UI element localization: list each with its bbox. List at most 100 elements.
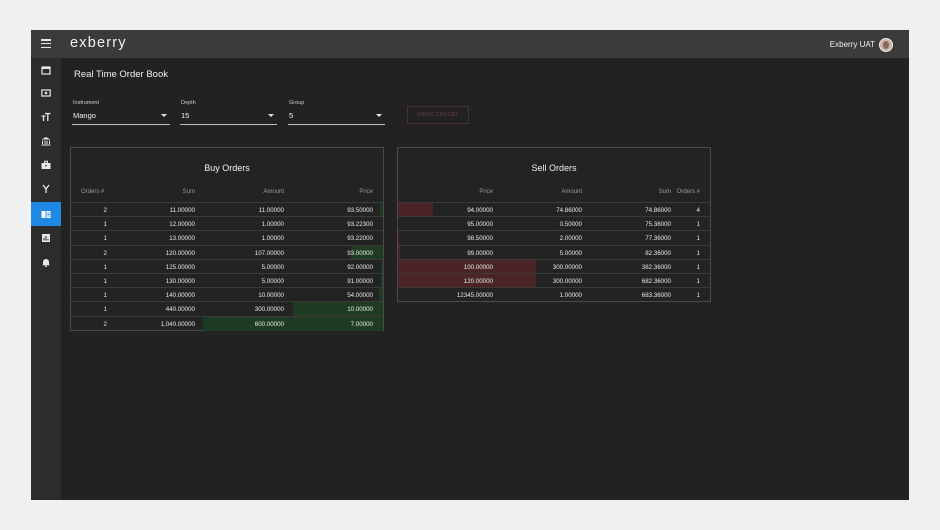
- sell-depth-bar: [398, 231, 399, 246]
- sidebar-item-bank[interactable]: [31, 129, 61, 153]
- buy-order-row[interactable]: 1 13.00000 1.00000 93.22000: [71, 230, 383, 245]
- sidebar-item-briefcase[interactable]: [31, 153, 61, 177]
- sidebar-item-text-size[interactable]: [31, 105, 61, 129]
- sell-cell-orders: 4: [696, 207, 700, 214]
- money-icon: [41, 88, 51, 98]
- buy-order-row[interactable]: 1 140.00000 10.00000 54.00000: [71, 287, 383, 303]
- buy-depth-bar: [380, 203, 383, 218]
- buy-depth-bar: [351, 245, 383, 260]
- sell-depth-bar: [398, 203, 433, 218]
- sell-cell-orders: 1: [696, 249, 700, 257]
- sell-cell-orders: 1: [696, 263, 700, 271]
- sell-order-row[interactable]: 12345.00000 1.00000 683.36000 1: [398, 287, 710, 302]
- sell-header-price: Price: [479, 189, 493, 195]
- calendar-icon: [41, 65, 51, 75]
- buy-cell-orders: 1: [103, 306, 107, 314]
- sell-order-row[interactable]: 94.00000 74.86000 74.86000 4: [398, 202, 710, 218]
- sidebar-item-bell[interactable]: [31, 250, 61, 274]
- sidebar-item-report[interactable]: [31, 226, 61, 250]
- sell-cell-orders: 1: [696, 235, 700, 243]
- sell-cell-amount: 300.00000: [552, 263, 582, 271]
- buy-cell-price: 54.00000: [347, 292, 373, 300]
- user-name[interactable]: Exberry UAT: [829, 40, 875, 49]
- chevron-down-icon: [376, 114, 382, 117]
- buy-cell-price: 93.22300: [347, 221, 373, 229]
- buy-order-row[interactable]: 1 12.00000 1.00000 93.22300: [71, 216, 383, 231]
- sell-depth-bar: [398, 259, 536, 274]
- sell-cell-orders: 1: [696, 278, 700, 285]
- sidebar-item-order-book[interactable]: [31, 202, 61, 226]
- sell-cell-sum: 77.36000: [645, 235, 671, 243]
- avatar[interactable]: [879, 38, 893, 52]
- bank-icon: [41, 136, 51, 146]
- buy-depth-bar: [379, 288, 383, 303]
- buy-cell-sum: 440.00000: [165, 306, 195, 314]
- mass-cancel-button[interactable]: MASS CANCEL: [407, 106, 469, 124]
- buy-cell-amount: 107.00000: [254, 249, 284, 257]
- buy-order-row[interactable]: 1 130.00000 5.00000 91.00000: [71, 273, 383, 289]
- exberry-logo[interactable]: exberry: [70, 35, 127, 51]
- buy-cell-amount: 1.00000: [261, 221, 284, 229]
- buy-order-row[interactable]: 1 125.00000 5.00000 92.00000: [71, 258, 383, 274]
- buy-cell-price: 10.00000: [347, 306, 373, 314]
- hamburger-menu-icon[interactable]: [41, 39, 51, 49]
- sell-order-row[interactable]: 98.50000 2.00000 77.36000 1: [398, 230, 710, 246]
- briefcase-icon: [41, 160, 51, 170]
- depth-label: Depth: [181, 100, 196, 106]
- buy-cell-orders: 1: [103, 292, 107, 300]
- buy-cell-amount: 10.00000: [258, 292, 284, 300]
- bell-icon: [41, 257, 51, 267]
- sell-depth-bar: [398, 274, 536, 289]
- buy-cell-orders: 1: [103, 263, 107, 271]
- buy-order-row[interactable]: 2 11.00000 11.00000 93.50000: [71, 202, 383, 218]
- sell-order-row[interactable]: 100.00000 300.00000 382.36000 1: [398, 258, 710, 274]
- sell-cell-price: 100.00000: [463, 263, 493, 271]
- sidebar: [31, 58, 61, 500]
- buy-order-row[interactable]: 2 120.00000 107.00000 93.00000: [71, 244, 383, 260]
- buy-cell-amount: 5.00000: [261, 278, 284, 285]
- buy-cell-orders: 1: [103, 278, 107, 285]
- chevron-down-icon: [161, 114, 167, 117]
- sell-cell-sum: 683.36000: [641, 292, 671, 300]
- group-select[interactable]: Group 5: [288, 100, 385, 125]
- buy-cell-price: 92.00000: [347, 263, 373, 271]
- sidebar-item-money[interactable]: [31, 81, 61, 105]
- sell-cell-amount: 74.86000: [556, 207, 582, 214]
- sell-cell-amount: 1.00000: [559, 292, 582, 300]
- buy-cell-sum: 11.00000: [169, 207, 195, 214]
- instrument-value: Mango: [73, 111, 96, 120]
- sell-cell-sum: 382.36000: [641, 263, 671, 271]
- buy-cell-amount: 300.00000: [254, 306, 284, 314]
- sidebar-item-calendar[interactable]: [31, 58, 61, 82]
- page-title: Real Time Order Book: [74, 69, 168, 80]
- depth-select[interactable]: Depth 15: [180, 100, 277, 125]
- buy-order-row[interactable]: 1 440.00000 300.00000 10.00000: [71, 301, 383, 317]
- buy-cell-price: 93.50000: [347, 207, 373, 214]
- sell-cell-amount: 300.00000: [552, 278, 582, 285]
- instrument-select[interactable]: Instrument Mango: [72, 100, 170, 125]
- buy-header-amount: Amount: [263, 189, 284, 195]
- buy-cell-sum: 1,040.00000: [160, 320, 195, 328]
- report-icon: [41, 233, 51, 243]
- sell-cell-price: 94.00000: [467, 207, 493, 214]
- buy-cell-sum: 125.00000: [165, 263, 195, 271]
- buy-order-row[interactable]: 2 1,040.00000 600.00000 7.00000: [71, 315, 383, 331]
- sidebar-item-merge[interactable]: [31, 177, 61, 201]
- app-window: exberry Exberry UAT Real Time Order Book…: [31, 30, 909, 500]
- buy-cell-amount: 600.00000: [254, 320, 284, 328]
- depth-value: 15: [181, 111, 190, 120]
- sell-cell-price: 95.00000: [467, 221, 493, 229]
- sell-order-row[interactable]: 99.00000 5.00000 82.36000 1: [398, 244, 710, 260]
- buy-orders-title: Buy Orders: [204, 163, 250, 173]
- buy-cell-orders: 1: [103, 221, 107, 229]
- sell-order-row[interactable]: 120.00000 300.00000 682.36000 1: [398, 273, 710, 289]
- text-size-icon: [41, 112, 51, 122]
- instrument-label: Instrument: [73, 100, 99, 106]
- buy-depth-bar: [293, 302, 383, 317]
- top-bar: exberry Exberry UAT: [31, 30, 909, 58]
- sell-header-amount: Amount: [561, 189, 582, 195]
- buy-cell-amount: 1.00000: [261, 235, 284, 243]
- sell-order-row[interactable]: 95.00000 0.50000 75.36000 1: [398, 216, 710, 231]
- buy-cell-sum: 13.00000: [169, 235, 195, 243]
- sell-cell-sum: 75.36000: [645, 221, 671, 229]
